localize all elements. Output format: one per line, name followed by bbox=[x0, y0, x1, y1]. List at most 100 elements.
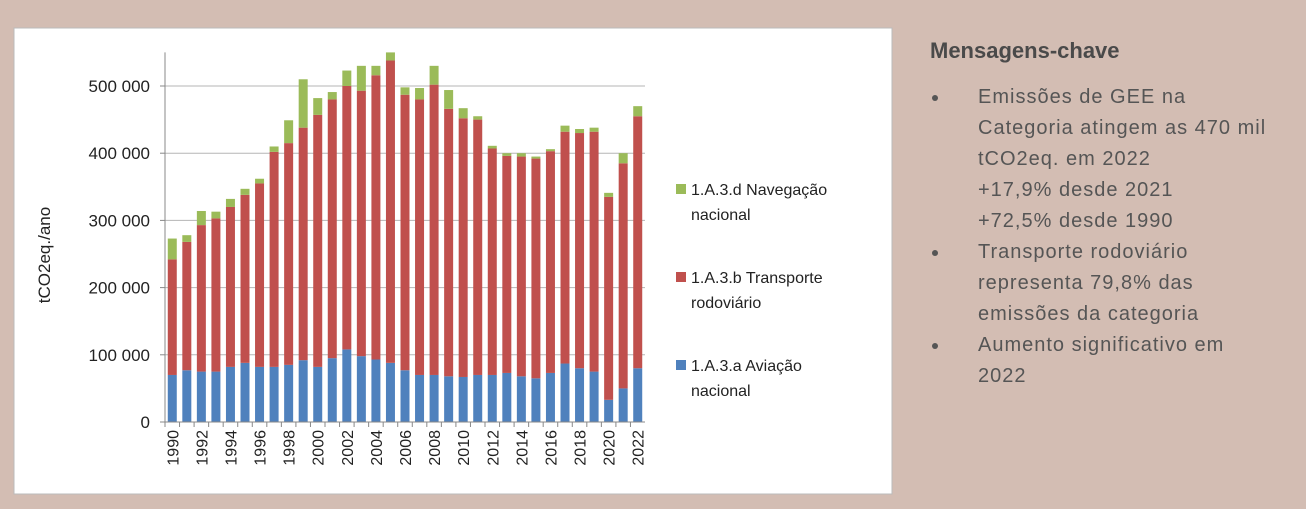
legend-swatch bbox=[676, 184, 686, 194]
bullet-text: Transporte rodoviário representa 79,8% d… bbox=[978, 241, 1200, 325]
bar-segment bbox=[327, 358, 337, 422]
bar-segment bbox=[255, 183, 265, 367]
bar-segment bbox=[502, 155, 512, 373]
bar-segment bbox=[327, 99, 337, 359]
legend-swatch bbox=[676, 272, 686, 282]
x-tick-label: 2018 bbox=[573, 430, 590, 466]
bar-segment bbox=[444, 90, 454, 109]
bullet-text: +72,5% desde 1990 bbox=[978, 210, 1174, 232]
bar-segment bbox=[240, 362, 250, 422]
bar-segment bbox=[487, 374, 497, 422]
bar-segment bbox=[531, 158, 541, 379]
bar-segment bbox=[589, 371, 599, 422]
bar-segment bbox=[284, 120, 294, 144]
bar-segment bbox=[531, 378, 541, 422]
bar-segment bbox=[327, 92, 337, 100]
y-tick-label: 300 000 bbox=[89, 211, 150, 230]
bar-segment bbox=[633, 116, 643, 369]
bullet-dot bbox=[932, 250, 938, 256]
bar-segment bbox=[502, 153, 512, 156]
bar-segment bbox=[618, 153, 628, 164]
x-tick-label: 1994 bbox=[223, 430, 240, 466]
bar-segment bbox=[225, 366, 235, 422]
bar-segment bbox=[225, 198, 235, 207]
bar-segment bbox=[356, 356, 366, 422]
bar-segment bbox=[284, 143, 294, 365]
bar-segment bbox=[560, 131, 570, 364]
bullet: Aumento significativo em 2022 bbox=[930, 330, 1278, 392]
bar-segment bbox=[356, 65, 366, 91]
bar-segment bbox=[444, 376, 454, 422]
panel-title: Mensagens-chave bbox=[930, 38, 1120, 63]
bullet: Emissões de GEE na Categoria atingem as … bbox=[930, 82, 1278, 237]
x-tick-label: 2008 bbox=[427, 430, 444, 466]
bar-segment bbox=[342, 349, 352, 422]
x-tick-label: 2020 bbox=[602, 430, 619, 466]
bar-segment bbox=[473, 374, 483, 422]
bar-segment bbox=[429, 374, 439, 422]
bar-segment bbox=[400, 87, 410, 95]
bar-segment bbox=[618, 388, 628, 422]
bar-segment bbox=[225, 206, 235, 367]
bar-segment bbox=[429, 84, 439, 375]
bar-segment bbox=[545, 372, 555, 422]
bar-segment bbox=[167, 374, 177, 422]
x-tick-label: 1996 bbox=[253, 430, 270, 466]
bullet: Transporte rodoviário representa 79,8% d… bbox=[930, 237, 1278, 330]
bar-segment bbox=[516, 156, 526, 377]
bar-segment bbox=[400, 370, 410, 422]
bar-segment bbox=[196, 225, 206, 372]
bar-segment bbox=[298, 127, 308, 361]
x-tick-label: 2006 bbox=[398, 430, 415, 466]
x-tick-label: 2016 bbox=[543, 430, 560, 466]
bar-segment bbox=[167, 259, 177, 375]
x-tick-label: 2002 bbox=[340, 430, 357, 466]
bar-segment bbox=[473, 116, 483, 120]
legend-label: 1.A.3.d Navegação nacional bbox=[691, 182, 828, 224]
bar-segment bbox=[313, 366, 323, 422]
bar-segment bbox=[196, 371, 206, 422]
x-tick-label: 1992 bbox=[194, 430, 211, 466]
bar-segment bbox=[604, 399, 614, 422]
legend-item: 1.A.3.d Navegação nacional bbox=[676, 178, 836, 228]
bar-segment bbox=[385, 60, 395, 363]
bullet-list: Emissões de GEE na Categoria atingem as … bbox=[930, 82, 1290, 392]
x-tick-label: 1998 bbox=[282, 430, 299, 466]
bullet-dot bbox=[932, 343, 938, 349]
bar-segment bbox=[458, 376, 468, 422]
bar-segment bbox=[589, 131, 599, 372]
bar-segment bbox=[560, 125, 570, 132]
bar-segment bbox=[633, 368, 643, 422]
bar-segment bbox=[604, 192, 614, 197]
bar-segment bbox=[342, 70, 352, 86]
bar-segment bbox=[211, 371, 221, 422]
y-tick-label: 0 bbox=[141, 413, 150, 432]
y-axis-label: tCO2eq./ano bbox=[35, 207, 54, 303]
bar-segment bbox=[502, 372, 512, 422]
bar-segment bbox=[487, 148, 497, 375]
x-tick-label: 2022 bbox=[631, 430, 648, 466]
bar-segment bbox=[255, 366, 265, 422]
bar-segment bbox=[618, 163, 628, 389]
bar-segment bbox=[429, 65, 439, 85]
bar-segment bbox=[255, 178, 265, 184]
bar-segment bbox=[269, 151, 279, 367]
bar-segment bbox=[400, 94, 410, 371]
bar-segment bbox=[604, 196, 614, 400]
x-tick-label: 2012 bbox=[485, 430, 502, 466]
bar-segment bbox=[269, 366, 279, 422]
bullet-text: Emissões de GEE na Categoria atingem as … bbox=[978, 86, 1267, 170]
bullet-text: Aumento significativo em 2022 bbox=[978, 334, 1225, 387]
bar-segment bbox=[284, 364, 294, 422]
bar-segment bbox=[575, 133, 585, 369]
bar-segment bbox=[531, 156, 541, 159]
bar-segment bbox=[473, 119, 483, 375]
bar-segment bbox=[182, 370, 192, 422]
y-tick-label: 500 000 bbox=[89, 77, 150, 96]
bar-segment bbox=[545, 151, 555, 373]
bar-segment bbox=[415, 99, 425, 375]
bar-segment bbox=[298, 79, 308, 128]
key-messages: Mensagens-chave Emissões de GEE na Categ… bbox=[930, 38, 1290, 392]
